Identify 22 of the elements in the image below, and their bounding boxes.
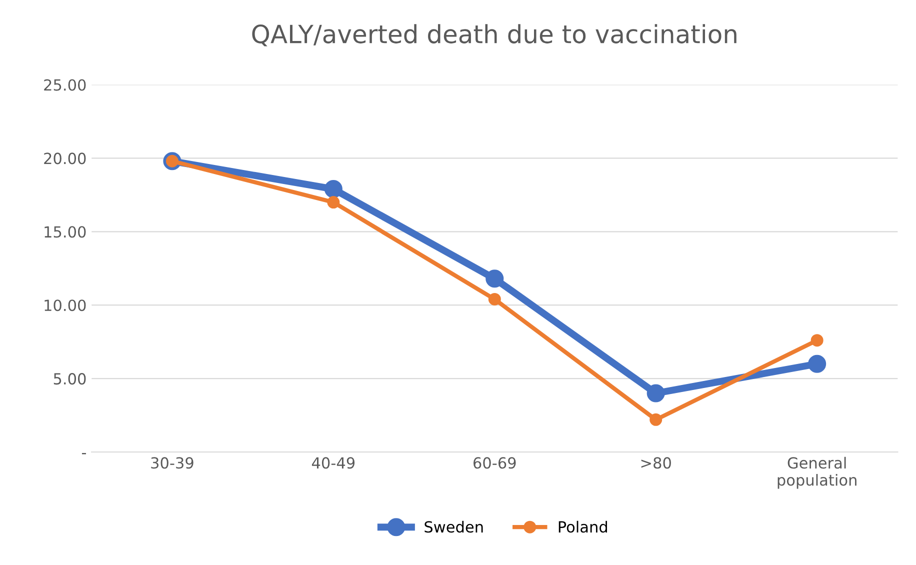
y-tick-label: 5.00	[54, 373, 86, 385]
y-tick-label: 10.00	[44, 300, 86, 312]
point	[486, 270, 504, 288]
point	[488, 292, 501, 306]
y-tick-label: 25.00	[44, 79, 86, 91]
x-tick-label: 60-69	[474, 457, 516, 469]
y-tick-label: -	[82, 453, 86, 454]
y-tick-label: 15.00	[44, 226, 86, 238]
chart-title: QALY/averted death due to vaccination	[252, 24, 736, 46]
point	[810, 334, 824, 347]
legend-label: Sweden	[424, 520, 483, 533]
x-tick-label: >80	[641, 457, 671, 469]
legend-label: Poland	[558, 520, 607, 533]
x-tick-label: 40-49	[312, 457, 355, 469]
point	[808, 354, 826, 373]
x-tick-label: 30-39	[151, 457, 194, 469]
y-tick-label: 20.00	[44, 152, 86, 164]
point	[650, 413, 662, 426]
point	[324, 180, 342, 198]
x-tick-label: General population	[778, 456, 856, 489]
point	[327, 196, 340, 209]
point	[646, 384, 665, 402]
